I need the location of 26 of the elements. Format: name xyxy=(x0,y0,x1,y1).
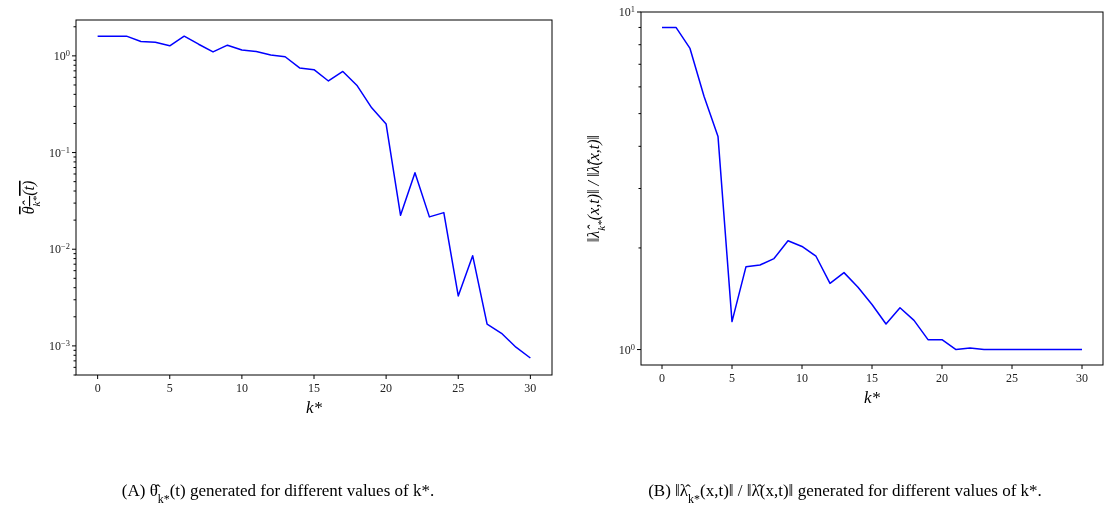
x-tick-label: 25 xyxy=(452,381,465,395)
y-tick-label: 10$^{0}$ xyxy=(53,48,70,63)
y-tick-label: 10$^{1}$ xyxy=(618,4,635,19)
y-tick-label: 10$^{−1}$ xyxy=(49,145,70,160)
x-tick-label: 30 xyxy=(524,381,537,395)
y-tick-label: 10$^{0}$ xyxy=(618,342,635,357)
x-tick-label: 20 xyxy=(936,371,948,385)
x-tick-label: 20 xyxy=(380,381,393,395)
x-tick-label: 15 xyxy=(308,381,320,395)
x-tick-label: 25 xyxy=(1006,371,1018,385)
x-tick-label: 30 xyxy=(1076,371,1088,385)
text: (A) θ̂$_{k*}$(t) generated for different values of k*. xyxy=(121,481,435,506)
x-tick-label: 5 xyxy=(729,371,735,385)
x-axis-title: k* xyxy=(863,388,881,407)
x-tick-label: 15 xyxy=(866,371,878,385)
x-tick-label: 10 xyxy=(796,371,808,385)
line-series xyxy=(96,35,532,359)
x-tick-label: 5 xyxy=(166,381,173,395)
text: (B) ‖λ̂$_{k*}$(x,t)‖ / ‖λ̂(x,t)‖ generated for different values of k*. xyxy=(648,481,1042,506)
x-axis-title: k* xyxy=(305,398,323,417)
x-tick-label: 10 xyxy=(235,381,248,395)
y-tick-label: 10$^{−2}$ xyxy=(49,241,70,257)
x-tick-label: 0 xyxy=(659,371,665,385)
y-tick-label: 10$^{−3}$ xyxy=(49,338,70,353)
line-series xyxy=(661,26,1083,351)
x-tick-label: 0 xyxy=(94,381,101,395)
